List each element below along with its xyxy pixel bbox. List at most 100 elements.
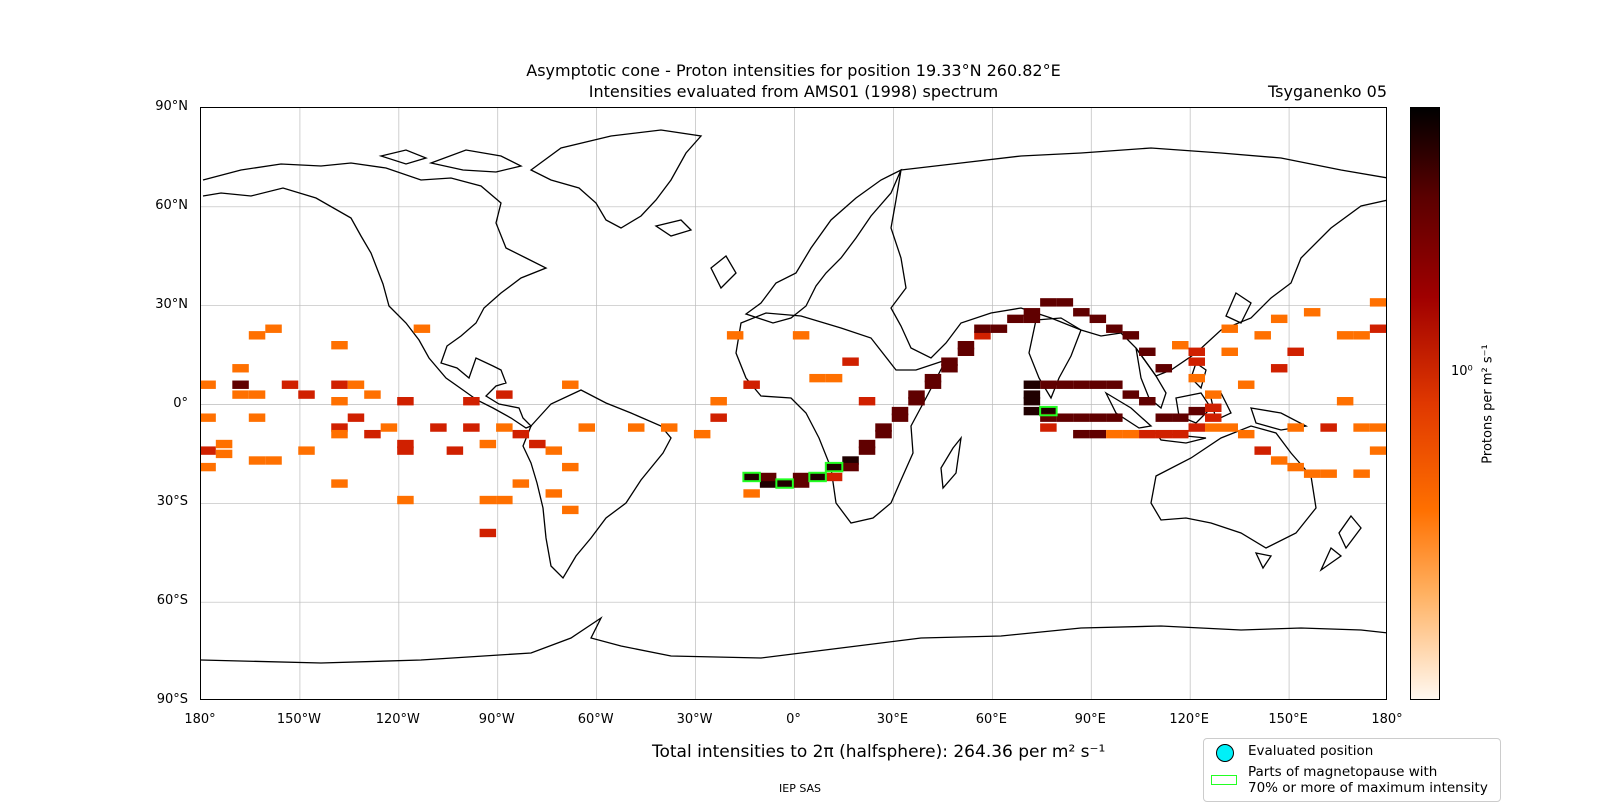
longitude-tick-label: 120°W <box>375 712 420 727</box>
intensity-cell <box>1106 413 1123 422</box>
tasmania-coast <box>1254 552 1273 570</box>
intensity-cell <box>281 380 299 389</box>
latitude-tick-label: 90°S <box>156 692 188 707</box>
intensity-cell <box>248 331 266 340</box>
intensity-cell <box>776 479 793 488</box>
intensity-cell <box>1369 423 1386 432</box>
intensity-cell <box>743 489 760 498</box>
intensity-cell <box>1320 469 1337 478</box>
model-label: Tsyganenko 05 <box>1268 82 1387 101</box>
intensity-cell <box>792 472 810 482</box>
intensity-cell <box>364 390 381 399</box>
new-zealand-coast <box>1338 514 1362 550</box>
intensity-cell <box>710 397 727 406</box>
intensity-cell <box>990 324 1008 333</box>
footer-credit: IEP SAS <box>779 782 822 795</box>
longitude-tick-label: 60°E <box>975 712 1007 727</box>
intensity-cell <box>298 446 315 455</box>
intensity-cell <box>479 528 497 538</box>
magnetopause-cell <box>775 478 794 489</box>
intensity-cell <box>908 397 925 406</box>
intensity-cell <box>1073 308 1090 317</box>
intensity-cell <box>842 462 859 472</box>
legend-magnetopause-label-2: 70% or more of maximum intensity <box>1248 780 1488 796</box>
intensity-cell <box>1254 446 1271 455</box>
intensity-cell <box>1188 347 1206 356</box>
intensity-cell <box>201 462 216 472</box>
intensity-cell <box>1287 462 1304 472</box>
intensity-cell <box>1139 429 1156 439</box>
longitude-tick-label: 90°W <box>478 712 515 727</box>
latitude-tick-label: 90°N <box>155 99 188 114</box>
intensity-cell <box>1040 298 1057 307</box>
intensity-cell <box>842 357 859 366</box>
intensity-cell <box>479 439 497 449</box>
intensity-cell <box>1106 324 1123 333</box>
australia-coast <box>1150 425 1317 549</box>
intensity-cell <box>957 347 975 356</box>
intensity-cell <box>201 413 216 422</box>
intensity-cell <box>1353 469 1370 478</box>
colorbar-tick-label: 10⁰ <box>1451 364 1473 379</box>
intensity-cells <box>201 298 1386 538</box>
intensity-cell <box>710 413 727 422</box>
intensity-cell <box>1089 314 1107 324</box>
intensity-cell <box>215 439 233 449</box>
intensity-cell <box>908 390 925 399</box>
colorbar-label: Protons per m² s⁻¹ <box>1480 344 1496 464</box>
intensity-cell <box>562 505 579 515</box>
longitude-tick-label: 180° <box>184 712 216 727</box>
magnetopause-cell <box>808 471 827 483</box>
chart-subtitle: Intensities evaluated from AMS01 (1998) … <box>588 82 999 101</box>
intensity-cell <box>792 479 810 488</box>
intensity-cell <box>1287 347 1304 356</box>
intensity-cell <box>1106 429 1123 439</box>
intensity-cell <box>1303 469 1321 478</box>
intensity-cell <box>1139 397 1156 406</box>
intensity-cell <box>1040 380 1057 389</box>
latitude-tick-label: 0° <box>173 395 188 411</box>
intensity-cell <box>941 357 958 366</box>
intensity-cell <box>1172 413 1189 422</box>
latitude-tick-label: 60°N <box>155 197 188 213</box>
intensity-cell <box>1221 347 1238 356</box>
intensity-cell <box>627 423 645 432</box>
intensity-cell <box>1073 413 1090 422</box>
intensity-cell <box>512 479 530 488</box>
intensity-cell <box>1369 298 1386 307</box>
antarctica-coast <box>201 616 1386 664</box>
intensity-cell <box>298 390 315 399</box>
intensity-cell <box>1320 423 1337 432</box>
intensity-cell <box>430 423 447 432</box>
intensity-cell <box>397 446 414 455</box>
intensity-cell <box>463 397 480 406</box>
longitude-tick-label: 30°E <box>876 712 909 727</box>
intensity-cell <box>974 324 991 333</box>
intensity-cell <box>1040 413 1057 422</box>
intensity-cell <box>809 373 826 383</box>
intensity-cell <box>1023 314 1041 324</box>
intensity-cell <box>562 462 579 472</box>
intensity-cell <box>331 429 348 439</box>
intensity-cell <box>1155 429 1173 439</box>
philippines-coast <box>1190 361 1207 390</box>
intensity-cell <box>232 364 249 373</box>
intensity-cell <box>446 446 464 455</box>
intensity-cell <box>1188 406 1206 416</box>
intensity-cell <box>726 331 744 340</box>
intensity-cell <box>1204 423 1222 432</box>
intensity-cell <box>331 341 348 350</box>
intensity-cell <box>660 423 678 432</box>
intensity-cell <box>1188 373 1206 383</box>
intensity-cell <box>1155 364 1173 373</box>
magnetopause-cell <box>1039 405 1058 417</box>
intensity-cell <box>248 390 266 399</box>
arctic-island <box>428 149 523 173</box>
british-isles-coast <box>710 255 737 290</box>
indochina-coast <box>1135 347 1167 410</box>
madagascar-coast <box>940 435 962 490</box>
intensity-cell <box>1369 324 1386 333</box>
intensity-cell <box>1023 397 1041 406</box>
intensity-cell <box>1270 456 1288 465</box>
